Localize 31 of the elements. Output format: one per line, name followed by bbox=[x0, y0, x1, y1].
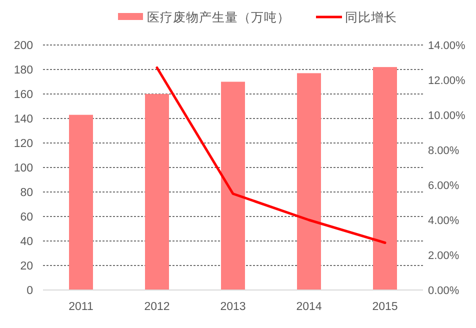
y2-tick-label: 0.00% bbox=[428, 285, 460, 297]
y-tick-label: 60 bbox=[20, 212, 33, 224]
y2-tick-label: 8.00% bbox=[428, 145, 460, 157]
y2-tick-label: 2.00% bbox=[428, 250, 460, 262]
x-tick-label: 2011 bbox=[68, 301, 94, 313]
y-tick-label: 0 bbox=[26, 285, 33, 297]
x-tick-label: 2015 bbox=[372, 301, 398, 313]
x-tick-label: 2013 bbox=[220, 301, 246, 313]
x-tick-label: 2014 bbox=[296, 301, 322, 313]
x-tick-label: 2012 bbox=[144, 301, 170, 313]
bar bbox=[297, 73, 321, 290]
legend-label: 同比增长 bbox=[345, 10, 397, 24]
bar bbox=[69, 114, 93, 290]
y2-tick-label: 12.00% bbox=[428, 75, 466, 87]
y-tick-label: 200 bbox=[14, 40, 33, 52]
y-tick-label: 120 bbox=[14, 138, 33, 150]
y-tick-label: 80 bbox=[20, 187, 33, 199]
y2-tick-label: 14.00% bbox=[428, 40, 466, 52]
bar bbox=[373, 67, 397, 290]
legend-label: 医疗废物产生量（万吨） bbox=[147, 10, 290, 24]
bar bbox=[221, 82, 245, 290]
bar bbox=[145, 94, 169, 290]
y2-tick-label: 10.00% bbox=[428, 110, 466, 122]
y2-tick-label: 4.00% bbox=[428, 215, 460, 227]
y-tick-label: 140 bbox=[14, 114, 33, 126]
y-tick-label: 40 bbox=[20, 236, 33, 248]
y-tick-label: 160 bbox=[14, 89, 33, 101]
y-tick-label: 100 bbox=[14, 162, 33, 174]
y-tick-label: 180 bbox=[14, 64, 33, 76]
y-tick-label: 20 bbox=[20, 260, 33, 272]
y2-tick-label: 6.00% bbox=[428, 180, 460, 192]
